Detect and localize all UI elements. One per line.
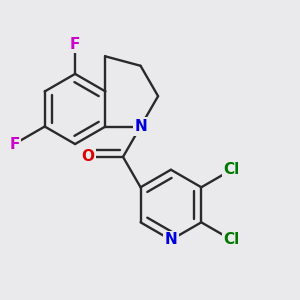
Text: Cl: Cl bbox=[224, 162, 240, 177]
Text: N: N bbox=[134, 119, 147, 134]
Text: Cl: Cl bbox=[224, 232, 240, 247]
Text: F: F bbox=[9, 136, 20, 152]
Text: O: O bbox=[81, 149, 94, 164]
Text: N: N bbox=[164, 232, 177, 247]
Text: F: F bbox=[70, 37, 80, 52]
